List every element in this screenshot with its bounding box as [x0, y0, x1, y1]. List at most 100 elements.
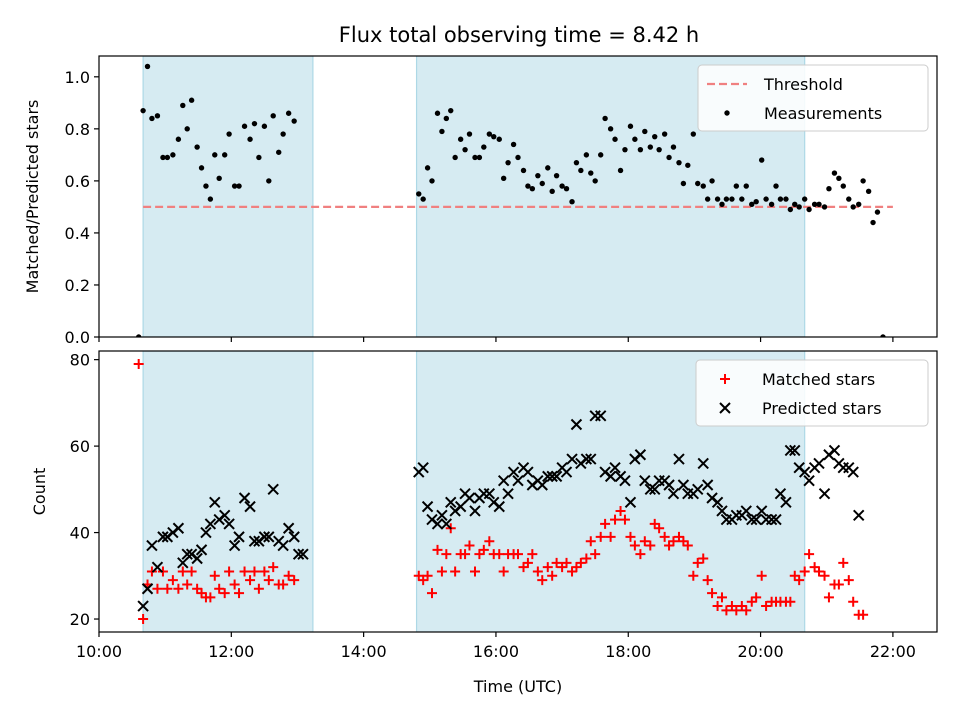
measurement-point: [140, 107, 146, 114]
x-tick-label: 10:00: [76, 642, 122, 661]
predicted-star-point: [141, 583, 154, 595]
matched-star-point: [585, 536, 596, 547]
measurement-point: [553, 172, 560, 179]
matched-star-point: [464, 540, 475, 551]
predicted-star-point: [619, 474, 631, 487]
measurement-point: [597, 152, 604, 158]
measurement-point: [685, 162, 691, 168]
matched-star-point: [259, 566, 270, 577]
measurement-point: [870, 219, 876, 226]
measurement-point: [270, 113, 276, 119]
axes-frame: [98, 350, 938, 633]
measurement-point: [549, 188, 555, 194]
matched-star-point: [741, 605, 752, 616]
matched-star-point: [561, 557, 572, 568]
y-tick-label: 0.4: [65, 224, 90, 243]
predicted-star-point: [828, 444, 841, 457]
measurement-point: [690, 131, 697, 137]
measurement-point: [763, 196, 769, 202]
measurement-point: [729, 196, 735, 202]
measurement-point: [184, 126, 190, 132]
measurement-point: [743, 183, 749, 189]
predicted-star-point: [542, 470, 554, 483]
legend-entry-label: Predicted stars: [762, 399, 882, 418]
predicted-star-point: [818, 487, 831, 500]
measurement-point: [251, 120, 258, 127]
measurement-point: [661, 131, 668, 137]
matched-star-point: [205, 592, 216, 603]
matched-star-point: [234, 588, 245, 599]
predicted-star-point: [277, 539, 289, 552]
matched-star-point: [823, 592, 834, 603]
matched-star-point: [253, 583, 264, 594]
matched-star-point: [432, 544, 443, 555]
predicted-star-point: [580, 453, 593, 465]
legend: Matched stars Predicted stars: [695, 359, 929, 427]
matched-star-point: [659, 531, 670, 542]
matched-star-point: [219, 588, 230, 599]
predicted-star-point: [711, 496, 724, 509]
measurement-point: [840, 183, 846, 189]
predicted-star-point: [701, 479, 714, 491]
measurement-point: [777, 196, 784, 202]
measurement-point: [476, 154, 483, 161]
predicted-star-point: [755, 505, 768, 517]
predicted-star-point: [740, 505, 752, 517]
matched-star-point: [731, 605, 742, 616]
measurement-point: [637, 146, 644, 153]
predicted-star-point: [445, 496, 457, 509]
predicted-star-point: [770, 513, 782, 526]
observing-interval-band: [142, 351, 314, 632]
measurement-point: [231, 183, 238, 189]
predicted-star-point: [634, 449, 647, 461]
measurement-point: [719, 201, 725, 208]
measurement-point: [194, 144, 200, 150]
measurement-point: [612, 136, 618, 142]
legend-box: [695, 359, 929, 427]
predicted-star-point: [288, 531, 300, 543]
measurement-point: [632, 136, 638, 142]
measurement-point: [226, 131, 232, 137]
predicted-star-point: [177, 557, 189, 569]
x-tick-label: 20:00: [738, 642, 784, 661]
matched-star-point: [668, 536, 679, 547]
measurement-point: [617, 167, 624, 174]
measurement-point: [510, 141, 517, 148]
legend-handle-measurements: [724, 110, 730, 116]
predicted-star-point: [847, 466, 859, 478]
matched-star-point: [848, 596, 859, 607]
predicted-star-point: [798, 466, 811, 478]
measurement-point: [448, 107, 454, 114]
matched-star-point: [794, 575, 805, 586]
predicted-star-point: [784, 444, 797, 457]
matched-star-point: [702, 575, 713, 586]
axes-frame: [98, 55, 938, 338]
matched-star-point: [716, 592, 727, 603]
measurement-point: [714, 196, 721, 202]
matched-star-point: [498, 566, 509, 577]
measurement-point: [198, 165, 205, 171]
predicted-star-point: [483, 487, 496, 500]
measurement-point: [144, 63, 151, 70]
matched-star-point: [283, 570, 294, 581]
measurement-point: [749, 201, 755, 208]
measurement-point: [545, 165, 551, 171]
measurement-point: [241, 123, 248, 129]
predicted-star-point: [200, 526, 212, 539]
matched-star-point: [214, 583, 225, 594]
predicted-star-point: [716, 505, 728, 517]
measurement-point: [792, 201, 798, 208]
matched-star-point: [761, 601, 772, 612]
matched-star-point: [615, 505, 626, 516]
predicted-star-point: [803, 474, 815, 487]
predicted-star-point: [585, 453, 597, 465]
measurement-point: [826, 185, 832, 192]
matched-star-point: [245, 575, 256, 586]
predicted-star-point: [172, 522, 185, 534]
predicted-star-point: [244, 500, 256, 513]
measurement-point: [466, 131, 473, 137]
measurement-point: [164, 154, 171, 161]
legend-box: [697, 64, 929, 132]
measurement-point: [704, 196, 711, 202]
predicted-star-point: [233, 531, 245, 543]
